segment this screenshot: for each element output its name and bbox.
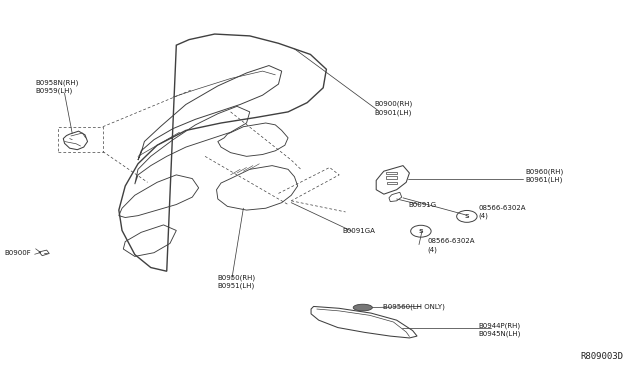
Text: B0091GA: B0091GA: [342, 228, 375, 234]
Ellipse shape: [353, 304, 372, 311]
Text: B0944P(RH)
B0945N(LH): B0944P(RH) B0945N(LH): [478, 322, 521, 337]
Text: S: S: [465, 214, 469, 219]
Bar: [387, 183, 397, 185]
Text: B0950(RH)
B0951(LH): B0950(RH) B0951(LH): [218, 274, 256, 289]
Text: B0900(RH)
B0901(LH): B0900(RH) B0901(LH): [374, 101, 413, 116]
Bar: [386, 171, 397, 174]
Text: B0091G: B0091G: [408, 202, 436, 208]
Text: B0958N(RH)
B0959(LH): B0958N(RH) B0959(LH): [36, 79, 79, 94]
Bar: [386, 176, 397, 179]
Text: R809003D: R809003D: [580, 352, 623, 361]
Text: 08566-6302A
(4): 08566-6302A (4): [428, 238, 475, 253]
Text: B09560(LH ONLY): B09560(LH ONLY): [383, 303, 444, 310]
Text: B0900F: B0900F: [4, 250, 31, 256]
Text: B0960(RH)
B0961(LH): B0960(RH) B0961(LH): [525, 168, 564, 183]
Text: S: S: [419, 229, 423, 234]
Text: 08566-6302A
(4): 08566-6302A (4): [478, 205, 526, 219]
